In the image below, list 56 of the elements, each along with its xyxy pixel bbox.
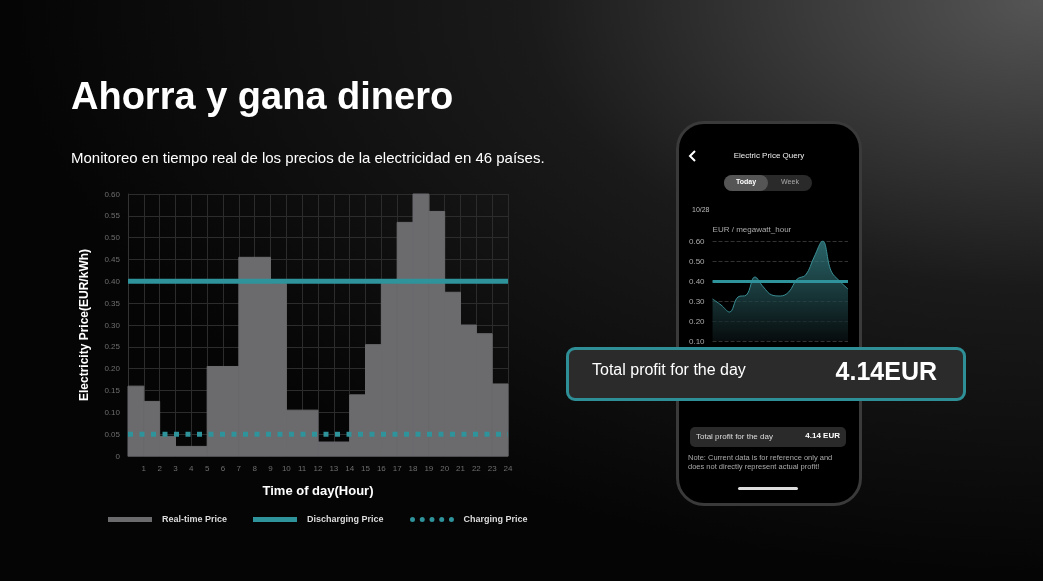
chart-subtitle: Monitoreo en tiempo real de los precios de la electricidad en 46 países. [71, 149, 545, 166]
y-tick-label: 0.40 [104, 276, 121, 286]
y-tick-label: 0.50 [688, 256, 706, 266]
x-tick-label: 16 [376, 463, 387, 473]
y-tick-label: 0.35 [104, 298, 121, 308]
x-tick-label: 1 [141, 463, 147, 473]
y-tick-label: 0.30 [688, 296, 706, 306]
y-tick-label: 0.20 [688, 316, 706, 326]
y-tick-label: 0.60 [104, 189, 121, 199]
x-tick-label: 24 [503, 463, 513, 473]
legend-label: Charging Price [463, 514, 528, 524]
x-tick-label: 19 [424, 463, 434, 473]
text: Total profit for the day [592, 361, 746, 379]
x-tick-label: 13 [329, 463, 339, 473]
x-tick-label: 15 [361, 463, 371, 473]
x-tick-label: 4 [189, 463, 195, 473]
text: 4.14 EUR [805, 431, 840, 440]
y-tick-label: 0.50 [104, 233, 121, 243]
legend-label: Discharging Price [307, 514, 384, 524]
x-tick-label: 21 [456, 463, 466, 473]
y-tick-label: 0.10 [104, 407, 121, 417]
y-axis-title: Electricity Price(EUR/kWh) [77, 248, 91, 402]
y-tick-label: 0.60 [688, 236, 706, 246]
y-tick-label: 0.20 [104, 364, 121, 374]
x-tick-label: 11 [298, 463, 307, 473]
legend-label: Real-time Price [162, 514, 228, 524]
x-tick-label: 10 [281, 463, 292, 473]
x-tick-label: 23 [487, 463, 498, 473]
y-tick-label: 0.15 [104, 386, 121, 395]
y-tick-label: 0.25 [104, 342, 121, 352]
x-tick-label: 5 [204, 463, 210, 473]
x-tick-label: 22 [471, 463, 482, 473]
x-tick-label: 2 [157, 463, 163, 473]
y-tick-label: 0.45 [104, 255, 121, 264]
x-tick-label: 18 [408, 463, 418, 473]
x-tick-label: 14 [345, 463, 355, 473]
y-tick-label: 0.10 [688, 336, 706, 346]
y-tick-label: 0 [115, 451, 121, 461]
y-tick-label: 0.55 [104, 211, 121, 221]
x-axis-title: Time of day(Hour) [262, 483, 374, 498]
x-tick-label: 20 [440, 463, 450, 473]
text: Total profit for the day [696, 432, 773, 441]
chart-title: Electric Price Query [732, 151, 806, 160]
y-tick-label: 0.05 [104, 429, 121, 439]
y-tick-label: 0.40 [688, 276, 706, 286]
x-tick-label: 12 [313, 463, 323, 473]
y-tick-label: 0.30 [104, 320, 121, 330]
x-tick-label: 17 [392, 463, 403, 473]
x-tick-label: 7 [236, 463, 242, 473]
x-tick-label: 8 [252, 463, 258, 473]
x-tick-label: 3 [173, 463, 179, 473]
chart-title: Ahorra y gana dinero [71, 75, 454, 117]
y-axis-title: EUR / megawatt_hour [712, 224, 792, 234]
text: 4.14EUR [835, 357, 937, 386]
x-tick-label: 6 [220, 463, 226, 473]
x-tick-label: 9 [268, 463, 274, 473]
